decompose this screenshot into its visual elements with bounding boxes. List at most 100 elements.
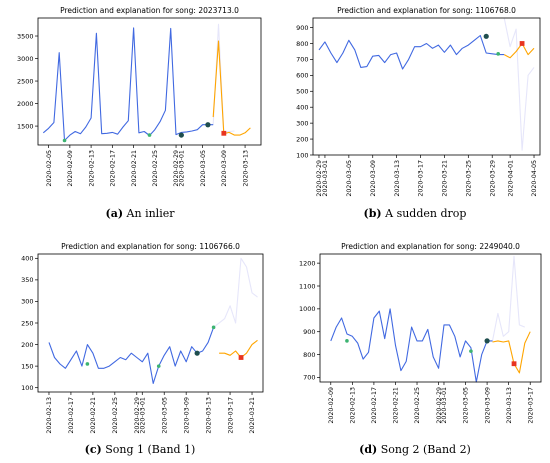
- x-tick-label: 2020-03-13: [205, 397, 212, 434]
- y-tick-label: 250: [21, 319, 33, 327]
- x-tick-label: 2020-03-09: [484, 387, 491, 424]
- x-tick-label: 2020-03-17: [527, 387, 534, 424]
- chart-1: Prediction and explanation for song: 202…: [17, 6, 262, 187]
- x-tick-label: 2020-03-13: [394, 160, 401, 197]
- prediction-line: [492, 331, 531, 374]
- marker-square: [238, 355, 244, 360]
- plot-frame: [312, 17, 541, 156]
- x-tick-label: 2020-03-17: [227, 397, 234, 434]
- x-tick-label: 2020-03-21: [442, 160, 449, 197]
- explanation-line: [503, 17, 535, 151]
- x-tick-label: 2020-02-25: [414, 387, 421, 424]
- explanation-line: [213, 257, 258, 328]
- x-tick-label: 2020-04-01: [507, 160, 514, 197]
- x-tick-label: 2020-03-01: [441, 387, 448, 424]
- x-tick-label: 2020-02-21: [393, 387, 400, 424]
- y-tick-label: 500: [296, 88, 308, 96]
- history-line: [330, 308, 493, 383]
- caption-d: (d) Song 2 (Band 2): [359, 443, 471, 456]
- x-tick-label: 2020-03-01: [179, 150, 186, 187]
- x-tick-label: 2020-02-17: [110, 150, 117, 187]
- x-tick-label: 2020-02-13: [88, 150, 95, 187]
- history-line: [42, 27, 214, 142]
- x-tick-label: 2020-02-29: [436, 387, 443, 424]
- x-tick-label: 2020-03-05: [161, 397, 168, 434]
- marker-point: [194, 350, 200, 356]
- y-tick-label: 300: [21, 298, 33, 306]
- y-tick-label: 400: [21, 255, 33, 263]
- y-tick-label: 600: [296, 72, 308, 80]
- marker-point: [178, 132, 184, 138]
- x-tick-label: 2020-03-17: [418, 160, 425, 197]
- chart-title: Prediction and explanation for song: 110…: [61, 242, 240, 251]
- caption-c: (c) Song 1 (Band 1): [84, 443, 196, 456]
- marker-point: [484, 338, 490, 344]
- marker-point: [62, 138, 67, 143]
- marker-square: [511, 361, 517, 367]
- x-tick-label: 2020-02-05: [46, 150, 53, 187]
- y-tick-label: 3500: [17, 32, 34, 40]
- y-tick-label: 1000: [299, 305, 316, 313]
- x-tick-label: 2020-02-17: [68, 397, 75, 434]
- x-tick-label: 2020-03-13: [242, 150, 249, 187]
- x-tick-label: 2020-03-01: [322, 160, 329, 197]
- x-tick-label: 2020-03-21: [249, 397, 256, 434]
- prediction-line: [212, 40, 251, 136]
- y-tick-label: 900: [303, 328, 315, 336]
- x-tick-label: 2020-02-25: [152, 150, 159, 187]
- x-tick-label: 2020-02-21: [90, 397, 97, 434]
- x-tick-label: 2020-02-09: [67, 150, 74, 187]
- history-line: [318, 34, 505, 70]
- y-tick-label: 300: [296, 119, 308, 127]
- marker-point: [483, 33, 489, 39]
- x-tick-label: 2020-03-09: [183, 397, 190, 434]
- marker-point: [205, 122, 211, 128]
- prediction-line: [503, 42, 535, 59]
- y-tick-label: 350: [21, 276, 33, 284]
- x-tick-label: 2020-03-13: [506, 387, 513, 424]
- marker-point: [469, 349, 473, 353]
- y-tick-label: 800: [296, 40, 308, 48]
- marker-square: [221, 130, 227, 136]
- x-tick-label: 2020-02-29: [316, 160, 323, 197]
- y-tick-label: 200: [296, 135, 308, 143]
- y-tick-label: 100: [296, 151, 308, 159]
- marker-point: [211, 325, 216, 330]
- x-tick-label: 2020-03-25: [466, 160, 473, 197]
- x-tick-label: 2020-03-09: [370, 160, 377, 197]
- caption-a: (a) An inlier: [105, 207, 175, 220]
- y-tick-label: 700: [296, 56, 308, 64]
- history-line: [48, 327, 215, 384]
- x-tick-label: 2020-02-13: [350, 387, 357, 424]
- x-tick-label: 2020-02-13: [46, 397, 53, 434]
- y-tick-label: 1500: [17, 122, 34, 130]
- chart-3: Prediction and explanation for song: 110…: [21, 242, 264, 434]
- x-tick-label: 2020-02-21: [131, 150, 138, 187]
- y-tick-label: 800: [303, 351, 315, 359]
- explanation-line: [491, 255, 526, 342]
- y-tick-label: 2500: [17, 77, 34, 85]
- marker-square: [519, 41, 525, 46]
- x-tick-label: 2020-03-05: [463, 387, 470, 424]
- y-tick-label: 2000: [17, 100, 34, 108]
- y-tick-label: 1100: [299, 282, 316, 290]
- x-tick-label: 2020-03-05: [346, 160, 353, 197]
- marker-point: [147, 133, 152, 137]
- chart-4: Prediction and explanation for song: 224…: [299, 242, 542, 424]
- chart-title: Prediction and explanation for song: 110…: [337, 6, 516, 15]
- y-tick-label: 200: [21, 341, 33, 349]
- y-tick-label: 700: [303, 374, 315, 382]
- x-tick-label: 2020-02-29: [134, 397, 141, 434]
- x-tick-label: 2020-03-05: [200, 150, 207, 187]
- x-tick-label: 2020-04-05: [531, 160, 538, 197]
- marker-point: [156, 364, 161, 368]
- y-tick-label: 1200: [299, 259, 316, 267]
- x-tick-label: 2020-02-25: [112, 397, 119, 434]
- caption-b: (b) A sudden drop: [363, 207, 467, 220]
- y-tick-label: 150: [21, 362, 33, 370]
- chart-title: Prediction and explanation for song: 224…: [341, 242, 520, 251]
- x-tick-label: 2020-03-09: [221, 150, 228, 187]
- y-tick-label: 400: [296, 104, 308, 112]
- chart-title: Prediction and explanation for song: 202…: [60, 6, 239, 15]
- y-tick-label: 900: [296, 24, 308, 32]
